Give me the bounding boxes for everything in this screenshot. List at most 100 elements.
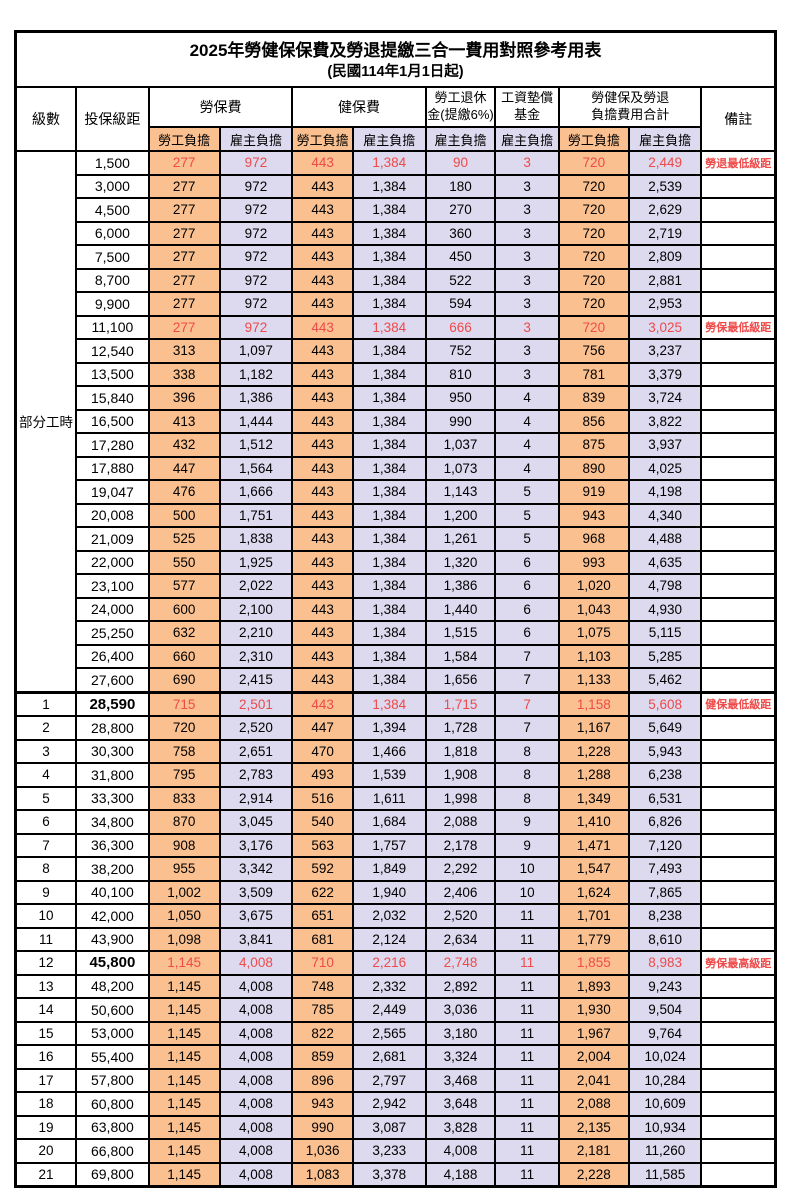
- table-row: 24,000 600 2,100 443 1,384 1,440 6 1,043 4,930: [16, 596, 777, 622]
- cell-remark: [700, 620, 777, 646]
- cell-remark: [700, 1091, 777, 1117]
- cell-labor-employer: 1,564: [218, 455, 294, 481]
- cell-total-employer: 7,493: [627, 856, 703, 882]
- cell-level: 17: [14, 1067, 77, 1093]
- header-wage-fund-line2: 基金: [514, 107, 541, 122]
- cell-labor-employer: 1,444: [218, 408, 294, 434]
- table-row: 2 28,800 720 2,520 447 1,394 1,728 7 1,167 5,649: [14, 715, 777, 741]
- cell-bracket: 30,300: [75, 738, 150, 764]
- cell-total-employer: 2,449: [627, 150, 703, 176]
- cell-total-employee: 1,471: [557, 832, 630, 858]
- cell-remark: [700, 455, 777, 481]
- cell-total-employer: 7,865: [627, 879, 703, 905]
- cell-total-employee: 1,075: [557, 620, 630, 646]
- cell-health-employer: 1,384: [351, 549, 427, 575]
- table-row: 3,000 277 972 443 1,384 180 3 720 2,539: [16, 173, 777, 199]
- cell-labor-employer: 1,925: [218, 549, 294, 575]
- cell-level: 13: [14, 973, 77, 999]
- cell-labor-employer: 4,008: [218, 1020, 294, 1046]
- cell-labor-employee: 277: [147, 220, 221, 246]
- cell-total-employer: 4,340: [627, 502, 703, 528]
- cell-labor-employer: 4,008: [218, 1091, 294, 1117]
- cell-health-employer: 1,384: [351, 455, 427, 481]
- cell-total-employee: 720: [557, 244, 630, 270]
- cell-total-employer: 10,284: [627, 1067, 703, 1093]
- cell-health-employee: 443: [291, 667, 354, 693]
- cell-health-employee: 443: [291, 267, 354, 293]
- cell-labor-employer: 3,342: [218, 856, 294, 882]
- cell-pension-employer: 2,748: [424, 950, 497, 976]
- cell-pension-employer: 752: [424, 338, 497, 364]
- cell-level: 4: [14, 762, 77, 788]
- cell-labor-employee: 277: [147, 267, 221, 293]
- cell-pension-employer: 810: [424, 361, 497, 387]
- cell-bracket: 17,880: [75, 455, 150, 481]
- subheader-li-employer: 雇主負擔: [218, 126, 294, 152]
- cell-total-employer: 3,025: [627, 314, 703, 340]
- cell-labor-employee: 833: [147, 785, 221, 811]
- cell-labor-employer: 3,176: [218, 832, 294, 858]
- cell-level: 10: [14, 903, 77, 929]
- cell-fund-employer: 11: [494, 903, 560, 929]
- table-row: 17 57,800 1,145 4,008 896 2,797 3,468 11 2,041 10…: [14, 1067, 777, 1093]
- cell-labor-employer: 972: [218, 291, 294, 317]
- cell-health-employer: 1,384: [351, 244, 427, 270]
- cell-total-employee: 1,967: [557, 1020, 630, 1046]
- cell-pension-employer: 1,037: [424, 432, 497, 458]
- cell-remark: [700, 856, 777, 882]
- cell-pension-employer: 2,178: [424, 832, 497, 858]
- cell-total-employer: 4,798: [627, 573, 703, 599]
- cell-bracket: 21,009: [75, 526, 150, 552]
- cell-remark: [700, 715, 777, 741]
- cell-fund-employer: 7: [494, 667, 560, 693]
- header-pension-line1: 勞工退休: [434, 90, 487, 106]
- cell-bracket: 12,540: [75, 338, 150, 364]
- cell-health-employer: 1,384: [351, 479, 427, 505]
- cell-health-employee: 443: [291, 338, 354, 364]
- cell-labor-employee: 1,145: [147, 950, 221, 976]
- cell-remark: [700, 526, 777, 552]
- cell-total-employer: 4,635: [627, 549, 703, 575]
- cell-labor-employer: 972: [218, 150, 294, 176]
- cell-total-employee: 1,043: [557, 596, 630, 622]
- table-row: 16,500 413 1,444 443 1,384 990 4 856 3,822: [16, 408, 777, 434]
- cell-bracket: 1,500: [75, 150, 150, 176]
- cell-labor-employee: 1,098: [147, 926, 221, 952]
- cell-health-employer: 1,394: [351, 715, 427, 741]
- cell-total-employer: 5,608: [627, 690, 703, 717]
- cell-labor-employee: 1,145: [147, 997, 221, 1023]
- cell-total-employee: 720: [557, 197, 630, 223]
- cell-fund-employer: 9: [494, 832, 560, 858]
- cell-health-employer: 1,384: [351, 620, 427, 646]
- cell-labor-employee: 277: [147, 291, 221, 317]
- cell-remark: [700, 338, 777, 364]
- cell-remark: [700, 479, 777, 505]
- cell-level: 7: [14, 832, 77, 858]
- cell-health-employee: 592: [291, 856, 354, 882]
- cell-pension-employer: 2,292: [424, 856, 497, 882]
- cell-bracket: 20,008: [75, 502, 150, 528]
- cell-level: 3: [14, 738, 77, 764]
- cell-health-employer: 1,384: [351, 173, 427, 199]
- cell-bracket: 63,800: [75, 1114, 150, 1140]
- cell-total-employee: 1,167: [557, 715, 630, 741]
- page-title: 2025年勞健保保費及勞退提繳三合一費用對照參考用表: [189, 40, 602, 60]
- cell-health-employer: 1,539: [351, 762, 427, 788]
- cell-labor-employee: 500: [147, 502, 221, 528]
- cell-labor-employer: 1,182: [218, 361, 294, 387]
- cell-fund-employer: 6: [494, 573, 560, 599]
- title-cell: 2025年勞健保保費及勞退提繳三合一費用對照參考用表 (民國114年1月1日起): [14, 30, 777, 88]
- cell-total-employee: 720: [557, 220, 630, 246]
- table-row: 12,540 313 1,097 443 1,384 752 3 756 3,237: [16, 338, 777, 364]
- table-row: 4 31,800 795 2,783 493 1,539 1,908 8 1,288 6,238: [14, 762, 777, 788]
- cell-bracket: 66,800: [75, 1138, 150, 1164]
- cell-remark: [700, 502, 777, 528]
- cell-fund-employer: 5: [494, 526, 560, 552]
- cell-health-employee: 443: [291, 197, 354, 223]
- cell-health-employer: 1,384: [351, 338, 427, 364]
- subheader-pension-employer: 雇主負擔: [424, 126, 497, 152]
- cell-fund-employer: 9: [494, 809, 560, 835]
- cell-total-employer: 9,504: [627, 997, 703, 1023]
- cell-total-employer: 5,649: [627, 715, 703, 741]
- cell-bracket: 3,000: [75, 173, 150, 199]
